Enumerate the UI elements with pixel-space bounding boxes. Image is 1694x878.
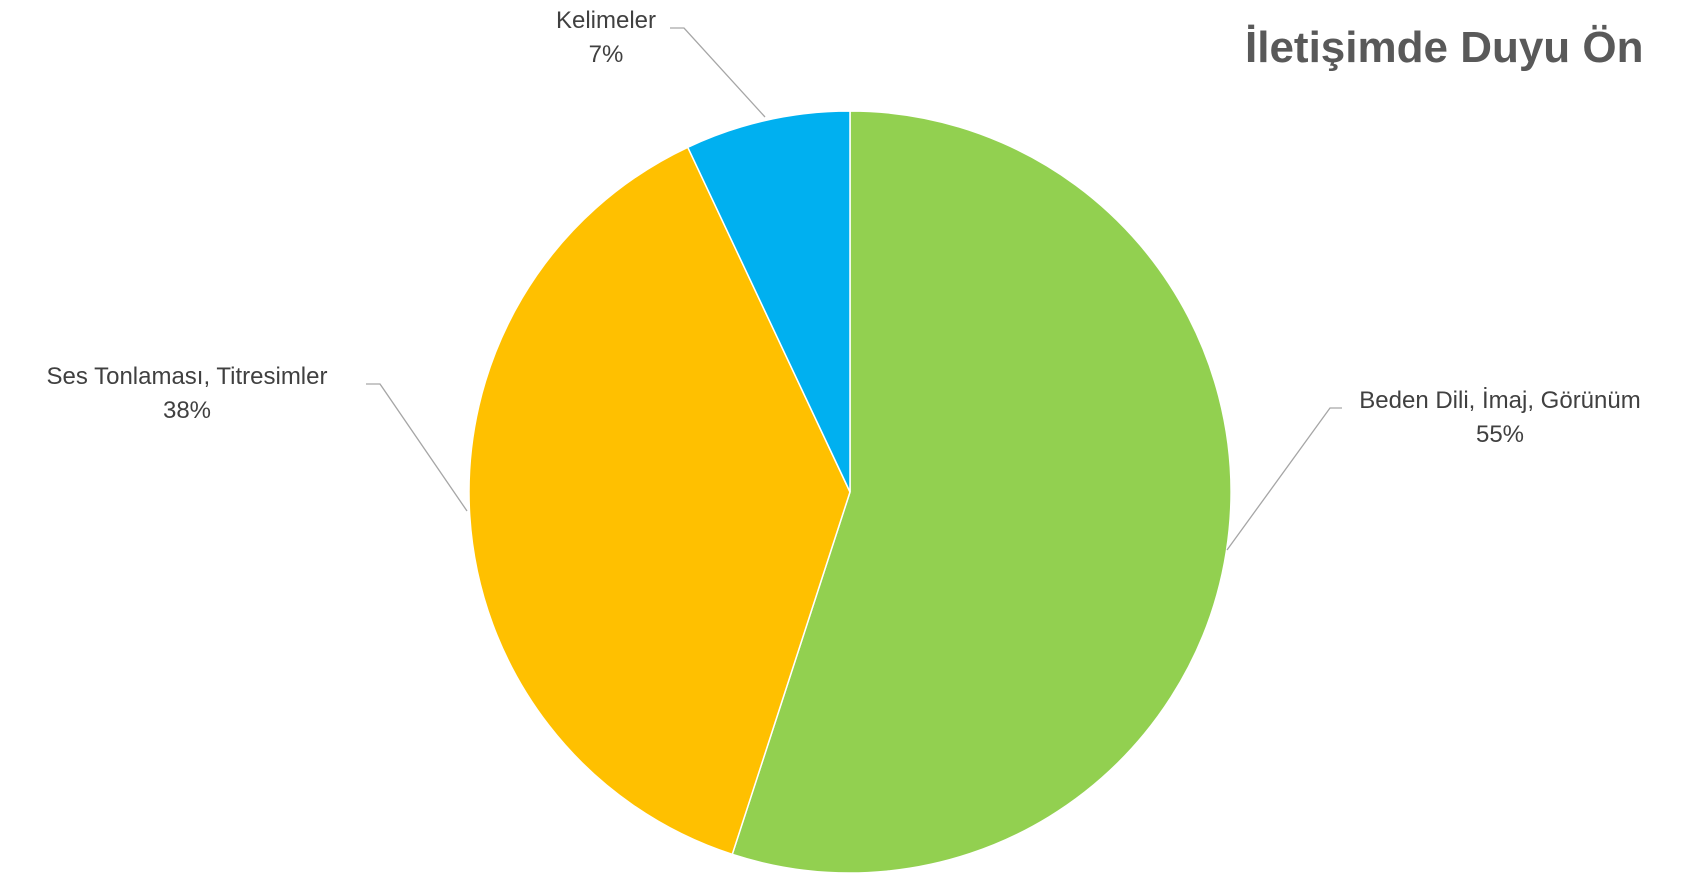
- pie-slice-3: [686, 110, 851, 493]
- pie-slice-1: [731, 110, 1232, 874]
- slice-value-label-1: 55%: [1476, 421, 1524, 448]
- slice-value-label-3: 7%: [589, 41, 624, 68]
- slice-category-label-3: Kelimeler: [556, 7, 656, 34]
- slice-value-label-2: 38%: [163, 397, 211, 424]
- pie-slice-2: [468, 146, 851, 856]
- slice-labels: Beden Dili, İmaj, Görünüm 55% Ses Tonlamas…: [47, 7, 1641, 448]
- leader-line-2: [366, 383, 468, 512]
- leader-lines: [366, 27, 1342, 551]
- leader-line-3: [670, 27, 766, 118]
- pie-slices: [468, 110, 1232, 874]
- chart-title: İletişimde Duyu Ön: [1245, 23, 1644, 72]
- slice-category-label-2: Ses Tonlaması, Titresimler: [47, 363, 328, 390]
- leader-line-1: [1226, 407, 1342, 551]
- slice-category-label-1: Beden Dili, İmaj, Görünüm: [1359, 387, 1640, 414]
